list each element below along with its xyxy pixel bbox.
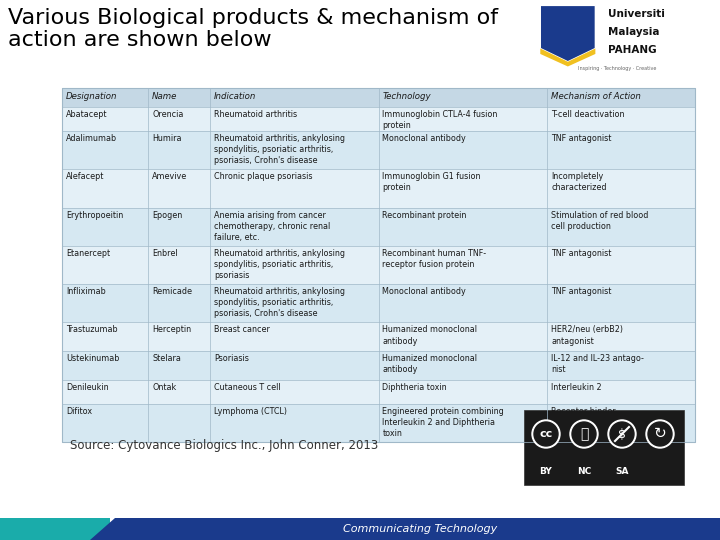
Text: Rheumatoid arthritis, ankylosing
spondylitis, psoriatic arthritis,
psoriasis, Cr: Rheumatoid arthritis, ankylosing spondyl… [214, 134, 345, 165]
Text: ↻: ↻ [654, 426, 667, 441]
Text: Interleukin 2: Interleukin 2 [551, 383, 602, 392]
Text: Enbrel: Enbrel [152, 249, 178, 258]
Text: Technology: Technology [382, 92, 431, 101]
Circle shape [646, 420, 674, 448]
Text: Diphtheria toxin: Diphtheria toxin [382, 383, 447, 392]
Text: TNF antagonist: TNF antagonist [551, 249, 611, 258]
Circle shape [648, 422, 672, 446]
Text: NC: NC [577, 467, 591, 476]
Text: BY: BY [539, 467, 552, 476]
Text: PAHANG: PAHANG [608, 45, 657, 55]
Text: ⓘ: ⓘ [580, 427, 588, 441]
Text: Etanercept: Etanercept [66, 249, 110, 258]
Text: Communicating Technology: Communicating Technology [343, 524, 497, 534]
Text: Monoclonal antibody: Monoclonal antibody [382, 287, 467, 296]
Bar [62, 207, 695, 246]
Text: Ustekinumab: Ustekinumab [66, 354, 120, 363]
Text: Universiti: Universiti [608, 9, 665, 19]
Bar [62, 322, 695, 351]
Text: Recombinant protein: Recombinant protein [382, 211, 467, 220]
Text: Rheumatoid arthritis: Rheumatoid arthritis [214, 110, 297, 119]
Polygon shape [540, 5, 595, 62]
Bar [62, 404, 695, 442]
Text: TNF antagonist: TNF antagonist [551, 287, 611, 296]
Bar [0, 518, 90, 540]
Circle shape [570, 420, 598, 448]
Text: Monoclonal antibody: Monoclonal antibody [382, 134, 467, 143]
Text: $: $ [618, 428, 626, 441]
Bar [62, 380, 695, 404]
Text: Malaysia: Malaysia [608, 28, 660, 37]
Text: Psoriasis: Psoriasis [214, 354, 249, 363]
Text: Mechanism of Action: Mechanism of Action [551, 92, 641, 101]
Text: Denileukin: Denileukin [66, 383, 109, 392]
Text: HER2/neu (erbB2)
antagonist: HER2/neu (erbB2) antagonist [551, 326, 623, 346]
Text: SA: SA [616, 467, 629, 476]
Text: Cutaneous T cell: Cutaneous T cell [214, 383, 281, 392]
Text: Recombinant human TNF-
receptor fusion protein: Recombinant human TNF- receptor fusion p… [382, 249, 487, 269]
Text: Abatacept: Abatacept [66, 110, 107, 119]
Polygon shape [90, 518, 720, 540]
Circle shape [572, 422, 596, 446]
Text: Engineered protein combining
Interleukin 2 and Diphtheria
toxin: Engineered protein combining Interleukin… [382, 407, 504, 438]
Text: Infliximab: Infliximab [66, 287, 106, 296]
Text: Designation: Designation [66, 92, 117, 101]
Text: Immunoglobin G1 fusion
protein: Immunoglobin G1 fusion protein [382, 172, 481, 192]
Text: T-cell deactivation: T-cell deactivation [551, 110, 624, 119]
Bar [62, 88, 695, 107]
Bar [62, 246, 695, 284]
Text: Receptor binder: Receptor binder [551, 407, 616, 416]
Text: cc: cc [539, 429, 553, 439]
Bar [0, 518, 110, 540]
Text: Difitox: Difitox [66, 407, 92, 416]
Circle shape [610, 422, 634, 446]
Text: TNF antagonist: TNF antagonist [551, 134, 611, 143]
Bar [62, 107, 695, 131]
Bar [524, 410, 684, 485]
Text: Source: Cytovance Biologics Inc., John Conner, 2013: Source: Cytovance Biologics Inc., John C… [70, 439, 378, 452]
Text: Name: Name [152, 92, 177, 101]
Circle shape [608, 420, 636, 448]
Text: Breast cancer: Breast cancer [214, 326, 270, 334]
Text: Inspiring · Technology · Creative: Inspiring · Technology · Creative [578, 66, 657, 71]
Bar [62, 88, 695, 442]
Bar [62, 351, 695, 380]
Circle shape [532, 420, 560, 448]
Text: action are shown below: action are shown below [8, 30, 271, 50]
Bar [62, 170, 695, 207]
Text: Indication: Indication [214, 92, 256, 101]
Text: Stelara: Stelara [152, 354, 181, 363]
Text: Amevive: Amevive [152, 172, 187, 181]
Text: Humanized monoclonal
antibody: Humanized monoclonal antibody [382, 326, 477, 346]
Text: Alefacept: Alefacept [66, 172, 104, 181]
Text: IL-12 and IL-23 antago-
nist: IL-12 and IL-23 antago- nist [551, 354, 644, 374]
Text: Adalimumab: Adalimumab [66, 134, 117, 143]
Circle shape [534, 422, 558, 446]
Text: Stimulation of red blood
cell production: Stimulation of red blood cell production [551, 211, 649, 231]
Text: Remicade: Remicade [152, 287, 192, 296]
Text: Chronic plaque psoriasis: Chronic plaque psoriasis [214, 172, 312, 181]
Text: Humira: Humira [152, 134, 181, 143]
Text: Rheumatoid arthritis, ankylosing
spondylitis, psoriatic arthritis,
psoriasis, Cr: Rheumatoid arthritis, ankylosing spondyl… [214, 287, 345, 319]
Text: Epogen: Epogen [152, 211, 182, 220]
Text: Ontak: Ontak [152, 383, 176, 392]
Bar [62, 88, 695, 442]
Polygon shape [540, 49, 595, 66]
Text: Immunoglobin CTLA-4 fusion
protein: Immunoglobin CTLA-4 fusion protein [382, 110, 498, 130]
Bar [62, 284, 695, 322]
Text: Incompletely
characterized: Incompletely characterized [551, 172, 606, 192]
Text: Anemia arising from cancer
chemotherapy, chronic renal
failure, etc.: Anemia arising from cancer chemotherapy,… [214, 211, 330, 242]
Text: Various Biological products & mechanism of: Various Biological products & mechanism … [8, 8, 498, 28]
Text: Lymphoma (CTCL): Lymphoma (CTCL) [214, 407, 287, 416]
Bar [62, 131, 695, 170]
Text: Erythropoeitin: Erythropoeitin [66, 211, 123, 220]
Text: Orencia: Orencia [152, 110, 184, 119]
Text: Herceptin: Herceptin [152, 326, 191, 334]
Text: Rheumatoid arthritis, ankylosing
spondylitis, psoriatic arthritis,
psoriasis: Rheumatoid arthritis, ankylosing spondyl… [214, 249, 345, 280]
Text: Trastuzumab: Trastuzumab [66, 326, 117, 334]
Text: Humanized monoclonal
antibody: Humanized monoclonal antibody [382, 354, 477, 374]
